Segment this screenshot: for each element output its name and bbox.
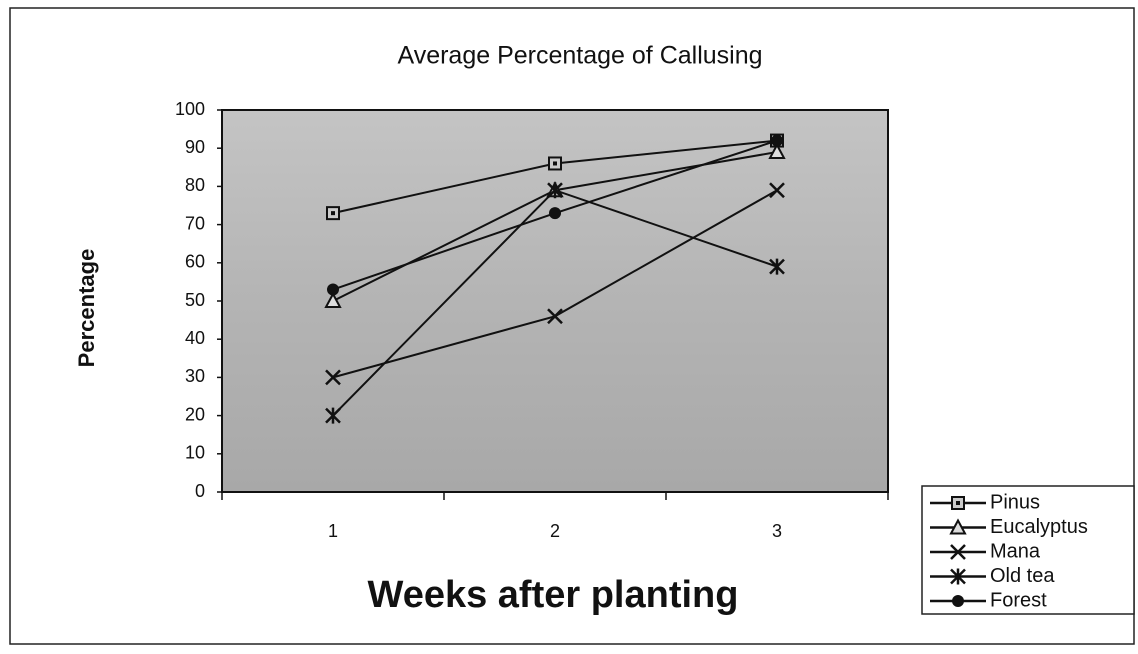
data-point (547, 308, 563, 325)
x-tick-label: 3 (772, 521, 782, 541)
data-point (326, 206, 340, 221)
legend-label: Mana (990, 540, 1041, 562)
y-tick-label: 10 (185, 443, 205, 463)
chart-title: Average Percentage of Callusing (397, 42, 762, 70)
y-tick-label: 60 (185, 252, 205, 272)
y-tick-label: 0 (195, 481, 205, 501)
y-tick-label: 100 (175, 99, 205, 119)
data-point (768, 142, 786, 160)
legend-label: Eucalyptus (990, 516, 1088, 538)
x-tick-label: 2 (550, 521, 560, 541)
data-point (547, 182, 563, 199)
data-point (549, 207, 561, 220)
y-tick-label: 50 (185, 290, 205, 310)
y-axis-title: Percentage (74, 249, 99, 368)
data-point (325, 407, 341, 424)
legend-label: Forest (990, 589, 1047, 611)
y-tick-label: 80 (185, 175, 205, 195)
data-point (769, 258, 785, 275)
y-tick-label: 20 (185, 404, 205, 424)
legend-label: Pinus (990, 491, 1040, 513)
data-point (548, 156, 562, 171)
data-point (771, 134, 783, 147)
legend-marker (952, 595, 964, 607)
legend-marker (949, 518, 967, 535)
x-tick-label: 1 (328, 521, 338, 541)
legend-marker (950, 544, 966, 560)
x-axis-title: Weeks after planting (368, 574, 739, 616)
data-point (325, 369, 341, 386)
data-point (769, 182, 785, 199)
legend-marker (951, 496, 965, 510)
y-tick-label: 70 (185, 213, 205, 233)
y-tick-label: 40 (185, 328, 205, 348)
legend-label: Old tea (990, 565, 1055, 587)
data-point (327, 283, 339, 296)
y-tick-label: 30 (185, 366, 205, 386)
y-tick-label: 90 (185, 137, 205, 157)
legend-marker (950, 568, 966, 585)
data-point (324, 291, 342, 308)
